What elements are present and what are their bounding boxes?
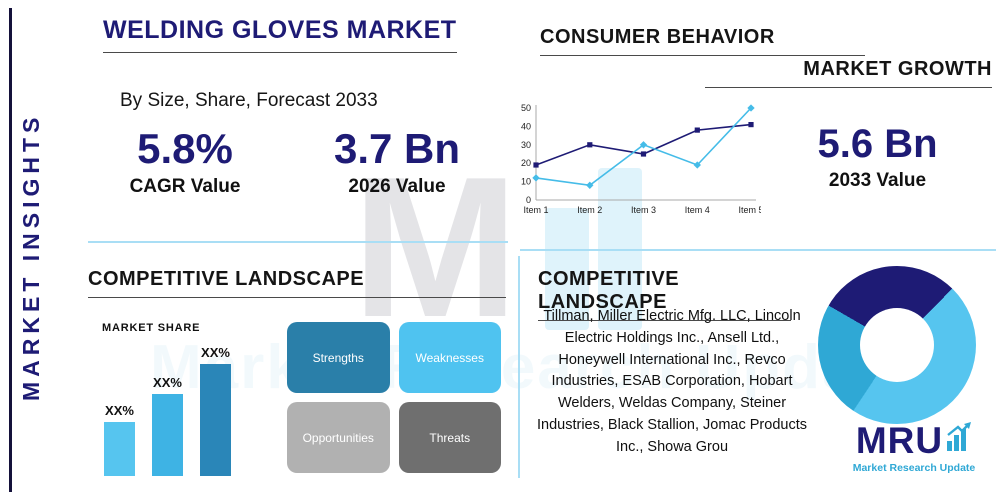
y-tick-label: 10 bbox=[521, 177, 531, 187]
line-chart-svg: 0 10 20 30 40 50 Item 1 Item 2 Item 3 Item 4 Item … bbox=[521, 103, 764, 215]
mru-logo-tagline: Market Research Update bbox=[852, 462, 976, 474]
data-marker bbox=[533, 162, 539, 168]
donut-hole bbox=[860, 308, 934, 382]
y-tick-label: 0 bbox=[526, 195, 531, 205]
bar-rect bbox=[152, 394, 183, 476]
page-title: WELDING GLOVES MARKET bbox=[103, 16, 457, 53]
heading-consumer-behavior: CONSUMER BEHAVIOR bbox=[540, 26, 865, 56]
x-tick-label: Item 5 bbox=[738, 205, 761, 215]
y-tick-label: 30 bbox=[521, 140, 531, 150]
heading-market-growth: MARKET GROWTH bbox=[705, 58, 992, 88]
watermark-text: Market Research Update bbox=[150, 333, 918, 402]
swot-grid: Strengths Weaknesses Opportunities Threa… bbox=[287, 322, 501, 473]
y-tick-label: 50 bbox=[521, 103, 531, 113]
stat-cagr-label: CAGR Value bbox=[129, 176, 241, 198]
mru-logo-text: MRU bbox=[855, 420, 944, 461]
x-tick-label: Item 4 bbox=[685, 205, 710, 215]
divider-vertical bbox=[518, 256, 520, 478]
bar-rect bbox=[104, 422, 135, 476]
swot-box-weaknesses: Weaknesses bbox=[398, 322, 501, 393]
bar-value-label: XX% bbox=[201, 345, 230, 360]
stat-2033-value-block: 5.6 Bn 2033 Value bbox=[795, 122, 960, 192]
market-share-bar: XX% bbox=[152, 375, 183, 476]
watermark-bar-icon bbox=[545, 208, 589, 330]
data-marker bbox=[532, 174, 540, 182]
mru-logo: MRU Market Research Update bbox=[833, 422, 995, 474]
x-tick-label: Item 2 bbox=[577, 205, 602, 215]
watermark-letter: M bbox=[352, 136, 519, 359]
data-marker bbox=[694, 127, 700, 133]
stat-2026-value: 3.7 Bn bbox=[333, 125, 461, 172]
market-share-bar-chart: XX% XX% XX% bbox=[104, 338, 269, 476]
swot-box-strengths: Strengths bbox=[287, 322, 390, 393]
stat-2033-label: 2033 Value bbox=[828, 170, 927, 191]
data-marker bbox=[748, 122, 754, 128]
companies-list: Tillman, Miller Electric Mfg. LLC, Linco… bbox=[537, 308, 807, 455]
x-tick-label: Item 1 bbox=[523, 205, 548, 215]
stat-2033-value: 5.6 Bn bbox=[817, 122, 938, 166]
sidebar-vertical-title: MARKET INSIGHTS bbox=[18, 112, 44, 402]
line-chart: 0 10 20 30 40 50 Item 1 Item 2 Item 3 Item 4 Item … bbox=[506, 102, 764, 223]
y-tick-label: 40 bbox=[521, 121, 531, 131]
stat-2026-value-block: 3.7 Bn 2026 Value bbox=[326, 125, 468, 198]
bar-value-label: XX% bbox=[153, 375, 182, 390]
divider-right bbox=[520, 249, 996, 251]
left-vertical-rule bbox=[9, 8, 12, 492]
swot-box-threats: Threats bbox=[398, 402, 501, 473]
swot-box-opportunities: Opportunities bbox=[287, 402, 390, 473]
data-marker bbox=[587, 142, 593, 148]
divider-left bbox=[88, 241, 508, 243]
market-share-bar: XX% bbox=[200, 345, 231, 476]
stat-cagr: 5.8% CAGR Value bbox=[116, 125, 254, 198]
market-share-label: MARKET SHARE bbox=[102, 322, 201, 334]
data-marker bbox=[640, 151, 647, 157]
heading-competitive-landscape-left: COMPETITIVE LANDSCAPE bbox=[88, 268, 506, 298]
page-subtitle: By Size, Share, Forecast 2033 bbox=[120, 90, 378, 111]
stat-2026-label: 2026 Value bbox=[348, 176, 446, 198]
donut-chart bbox=[818, 266, 976, 424]
bar-value-label: XX% bbox=[105, 403, 134, 418]
growth-arrow-bars-icon bbox=[947, 422, 972, 451]
stat-cagr-value: 5.8% bbox=[137, 125, 233, 172]
bar-rect bbox=[200, 364, 231, 476]
x-tick-label: Item 3 bbox=[631, 205, 656, 215]
y-tick-label: 20 bbox=[521, 158, 531, 168]
heading-competitive-landscape-right: COMPETITIVE LANDSCAPE bbox=[538, 268, 791, 321]
market-share-bar: XX% bbox=[104, 403, 135, 476]
